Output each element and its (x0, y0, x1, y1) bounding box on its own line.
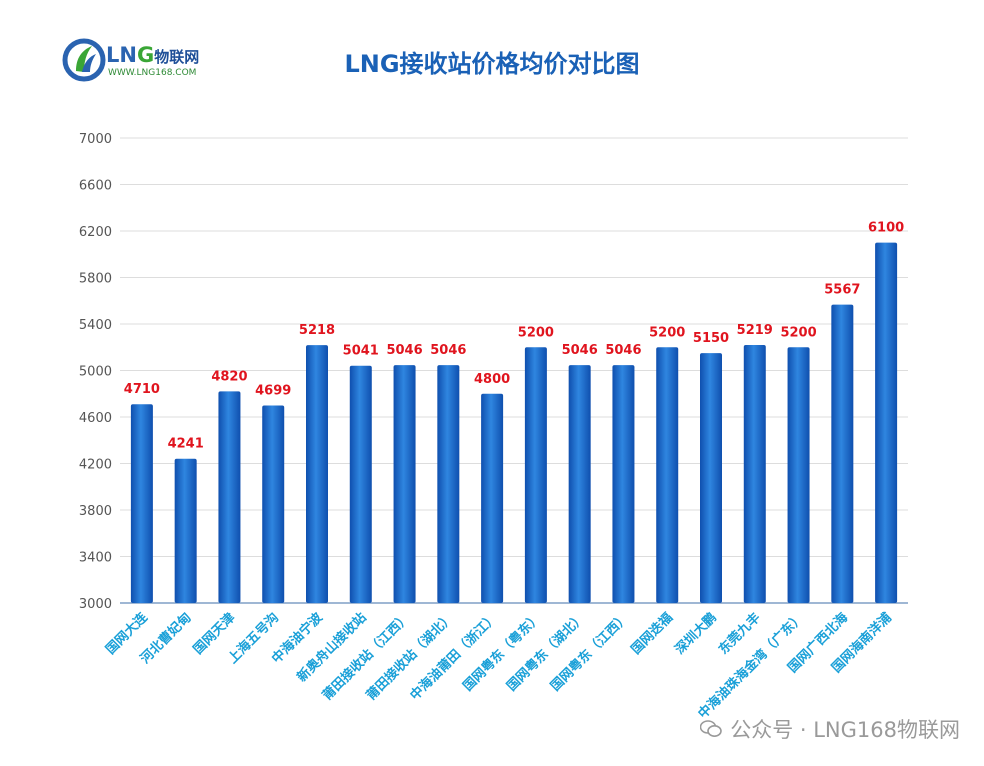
watermark-text: 公众号 · LNG168物联网 (730, 718, 960, 742)
bar (612, 365, 635, 603)
y-tick-label: 5800 (79, 272, 112, 287)
data-label: 5200 (649, 325, 685, 340)
bar (831, 304, 854, 603)
data-label: 6100 (868, 221, 904, 236)
y-tick-label: 6200 (79, 225, 112, 240)
x-tick-label: 国网粤东（江西） (547, 610, 632, 695)
bar (481, 393, 504, 603)
data-label: 5150 (693, 331, 729, 346)
bar (875, 242, 898, 603)
y-tick-label: 5000 (79, 365, 112, 380)
logo-brand-cn: 物联网 (154, 48, 200, 66)
data-label: 5200 (518, 325, 554, 340)
data-label: 5041 (343, 344, 379, 359)
logo: LNG物联网 WWW.LNG168.COM (62, 38, 252, 86)
data-label: 5200 (780, 325, 816, 340)
y-tick-label: 4200 (79, 458, 112, 473)
bar (262, 405, 285, 603)
bar (349, 365, 372, 603)
bar (130, 404, 153, 603)
bar (174, 458, 197, 603)
y-tick-label: 3800 (79, 504, 112, 519)
logo-url: WWW.LNG168.COM (108, 68, 197, 78)
logo-leaf-icon (62, 38, 106, 82)
logo-brand: LNG物联网 (106, 43, 199, 67)
y-tick-label: 4600 (79, 411, 112, 426)
y-tick-label: 3400 (79, 551, 112, 566)
bar (437, 365, 460, 603)
data-label: 5567 (824, 283, 860, 298)
data-label: 5046 (430, 343, 466, 358)
bar (787, 347, 810, 603)
bar (393, 365, 416, 603)
bar (568, 365, 591, 603)
x-tick-label: 国网粤东（湖北） (504, 610, 589, 695)
data-label: 5046 (562, 343, 598, 358)
bar (743, 345, 766, 603)
x-tick-label: 国网迭福 (628, 610, 676, 658)
bar (656, 347, 679, 603)
x-tick-label: 国网粤东（粤东） (460, 610, 545, 695)
data-label: 4241 (168, 437, 204, 452)
wechat-icon (700, 720, 723, 737)
logo-brand-prefix: LN (106, 43, 137, 67)
y-tick-label: 5400 (79, 318, 112, 333)
chart-title: LNG接收站价格均价对比图 (344, 50, 640, 78)
data-label: 5046 (605, 343, 641, 358)
bar (700, 353, 722, 603)
x-tick-label: 深圳大鹏 (672, 610, 720, 658)
data-label: 4820 (211, 369, 247, 384)
data-label: 4800 (474, 372, 510, 387)
logo-brand-g: G (136, 43, 155, 67)
data-label: 4710 (124, 382, 160, 397)
data-label: 5046 (386, 343, 422, 358)
bar (524, 347, 547, 603)
watermark: 公众号 · LNG168物联网 (700, 714, 960, 744)
y-tick-label: 6600 (79, 179, 112, 194)
y-tick-label: 3000 (79, 597, 112, 612)
data-label: 5218 (299, 323, 335, 338)
data-label: 5219 (737, 323, 773, 338)
data-label: 4699 (255, 383, 291, 398)
bar (218, 391, 241, 603)
y-tick-label: 7000 (79, 132, 112, 147)
bar (306, 345, 328, 603)
